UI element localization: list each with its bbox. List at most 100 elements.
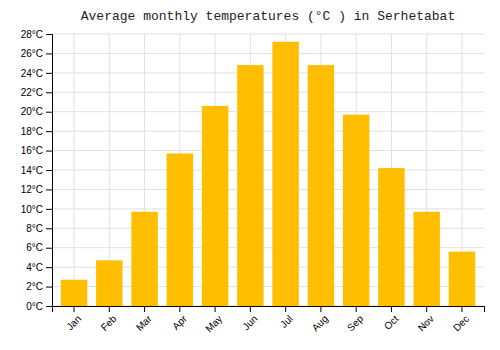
tick: 26°C: [21, 48, 52, 59]
tick-mark: [46, 170, 52, 171]
tick-label: 10°C: [21, 204, 43, 215]
tick-label: Apr: [170, 313, 189, 332]
tick-mark: [215, 306, 216, 312]
grid-line: [52, 208, 484, 209]
tick-mark: [46, 267, 52, 268]
title: Average monthly temperatures (°C ) in Se…: [81, 9, 455, 24]
tick-mark: [46, 112, 52, 113]
tick-mark: [46, 131, 52, 132]
tick-mark: [46, 73, 52, 74]
tick-label: Jun: [240, 313, 259, 332]
tick-label: 22°C: [21, 87, 43, 98]
tick-mark: [426, 306, 427, 312]
tick: 8°C: [26, 223, 52, 234]
grid-line: [52, 131, 484, 132]
bar: [202, 106, 228, 306]
bar: [413, 212, 439, 306]
tick-mark: [46, 287, 52, 288]
tick: May: [203, 306, 224, 334]
tick: Jan: [64, 306, 83, 332]
tick-label: 6°C: [26, 242, 43, 253]
grid-line: [74, 34, 75, 306]
tick-label: Feb: [99, 313, 119, 333]
tick: 10°C: [21, 204, 52, 215]
tick-mark: [46, 53, 52, 54]
tick: Mar: [134, 306, 154, 333]
tick-mark: [46, 189, 52, 190]
tick-mark: [144, 306, 145, 312]
tick-mark: [461, 306, 462, 312]
bar: [378, 168, 404, 306]
tick: 4°C: [26, 262, 52, 273]
tick: Aug: [310, 306, 330, 333]
tick: Apr: [170, 306, 189, 332]
tick-label: Mar: [134, 313, 154, 333]
tick-mark: [391, 306, 392, 312]
tick-label: 24°C: [21, 68, 43, 79]
axis-line: [46, 35, 53, 307]
grid-line: [52, 111, 484, 112]
tick: 16°C: [21, 145, 52, 156]
tick-mark: [46, 248, 52, 249]
tick-mark: [46, 228, 52, 229]
tick-mark: [46, 92, 52, 93]
tick-label: 4°C: [26, 262, 43, 273]
tick-mark: [46, 34, 52, 35]
tick-label: 2°C: [26, 281, 43, 292]
tick-mark: [109, 306, 110, 312]
tick: 18°C: [21, 126, 52, 137]
tick: Jun: [240, 306, 259, 332]
bar: [237, 65, 263, 306]
tick-label: May: [203, 313, 224, 334]
grid-line: [52, 34, 484, 35]
tick-label: 8°C: [26, 223, 43, 234]
bar: [272, 42, 298, 306]
tick-mark: [356, 306, 357, 312]
bar: [343, 115, 369, 306]
bar: [61, 280, 87, 306]
tick-label: 26°C: [21, 48, 43, 59]
tick-mark: [179, 306, 180, 312]
tick: Sep: [345, 306, 366, 333]
tick-mark: [46, 306, 52, 307]
tick-label: Aug: [310, 313, 330, 333]
bars: [61, 42, 475, 306]
tick-label: 16°C: [21, 145, 43, 156]
tick: Feb: [99, 306, 119, 333]
tick-mark: [250, 306, 251, 312]
y-axis: 0°C2°C4°C6°C8°C10°C12°C14°C16°C18°C20°C2…: [21, 29, 53, 312]
bar: [96, 260, 122, 306]
tick: 22°C: [21, 87, 52, 98]
grid-line: [52, 170, 484, 171]
tick-label: Sep: [345, 313, 366, 334]
tick: 0°C: [26, 301, 52, 312]
tick: Jul: [278, 306, 295, 330]
tick-label: 18°C: [21, 126, 43, 137]
bar: [449, 252, 475, 306]
x-axis: Jan Feb Mar Apr May Jun Jul Aug Sep Oct Nov Dec: [53, 306, 485, 334]
tick: 24°C: [21, 68, 52, 79]
tick: Oct: [382, 306, 401, 332]
tick: 2°C: [26, 281, 52, 292]
tick: Dec: [451, 306, 471, 333]
grid-line: [52, 150, 484, 151]
tick: Nov: [416, 306, 436, 333]
tick-label: 0°C: [26, 301, 43, 312]
tick-label: Jul: [278, 313, 295, 330]
bar: [308, 65, 334, 306]
tick: 12°C: [21, 184, 52, 195]
tick-label: Nov: [416, 313, 436, 333]
tick-mark: [46, 151, 52, 152]
tick-label: 14°C: [21, 165, 43, 176]
grid: [52, 34, 484, 306]
grid-line: [52, 53, 484, 54]
grid-line: [52, 189, 484, 190]
bar: [131, 212, 157, 306]
tick-label: Dec: [451, 313, 471, 333]
tick-mark: [74, 306, 75, 312]
tick-label: 12°C: [21, 184, 43, 195]
tick-mark: [285, 306, 286, 312]
tick: 6°C: [26, 242, 52, 253]
plot: 0°C2°C4°C6°C8°C10°C12°C14°C16°C18°C20°C2…: [21, 29, 485, 335]
axis-line: [53, 307, 485, 313]
